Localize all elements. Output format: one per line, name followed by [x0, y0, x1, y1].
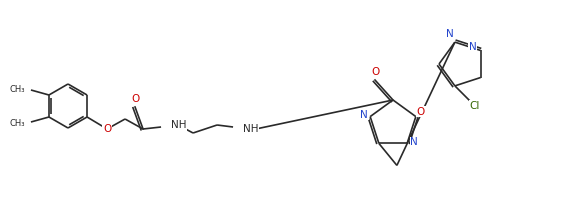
Text: N: N: [410, 137, 418, 147]
Text: NH: NH: [243, 124, 258, 134]
Text: CH₃: CH₃: [9, 85, 25, 94]
Text: N: N: [446, 29, 454, 39]
Text: N: N: [360, 110, 368, 120]
Text: O: O: [417, 107, 425, 117]
Text: O: O: [371, 67, 379, 77]
Text: O: O: [103, 124, 111, 134]
Text: NH: NH: [171, 120, 187, 130]
Text: O: O: [131, 94, 139, 104]
Text: N: N: [469, 42, 477, 53]
Text: CH₃: CH₃: [9, 118, 25, 127]
Text: Cl: Cl: [470, 101, 480, 111]
